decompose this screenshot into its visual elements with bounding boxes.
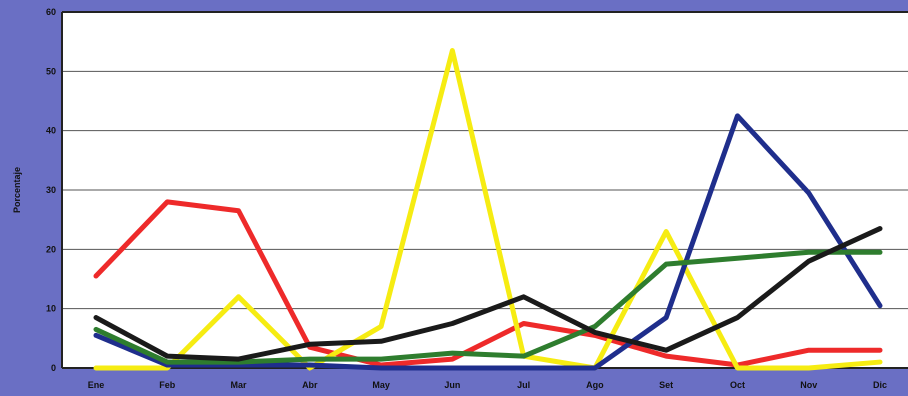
x-tick-label: Jun — [444, 380, 460, 390]
series-lines — [93, 48, 883, 371]
y-axis-ticks: 0 10 20 30 40 50 60 — [46, 7, 56, 373]
y-tick-label: 0 — [51, 363, 56, 373]
x-tick-label: Ene — [88, 380, 105, 390]
x-tick-label: Dic — [873, 380, 887, 390]
series-line-5 — [93, 226, 883, 362]
x-tick-label: Set — [659, 380, 673, 390]
y-tick-label: 60 — [46, 7, 56, 17]
x-tick-label: Nov — [800, 380, 817, 390]
x-tick-label: Feb — [159, 380, 176, 390]
y-tick-label: 30 — [46, 185, 56, 195]
y-tick-label: 10 — [46, 304, 56, 314]
series-line-1 — [93, 199, 883, 368]
x-tick-label: May — [372, 380, 390, 390]
series-line-3 — [93, 113, 883, 371]
y-tick-label: 20 — [46, 244, 56, 254]
y-tick-label: 40 — [46, 126, 56, 136]
series-line-4 — [93, 249, 883, 365]
x-tick-label: Jul — [517, 380, 530, 390]
x-tick-label: Mar — [231, 380, 248, 390]
y-tick-label: 50 — [46, 66, 56, 76]
x-tick-label: Abr — [302, 380, 318, 390]
x-axis-ticks: Ene Feb Mar Abr May Jun Jul Ago Set Oct Nov Dic — [88, 380, 887, 390]
x-tick-label: Ago — [586, 380, 604, 390]
x-tick-label: Oct — [730, 380, 745, 390]
series-line-2 — [93, 48, 883, 371]
y-axis-label: Porcentaje — [12, 167, 22, 213]
